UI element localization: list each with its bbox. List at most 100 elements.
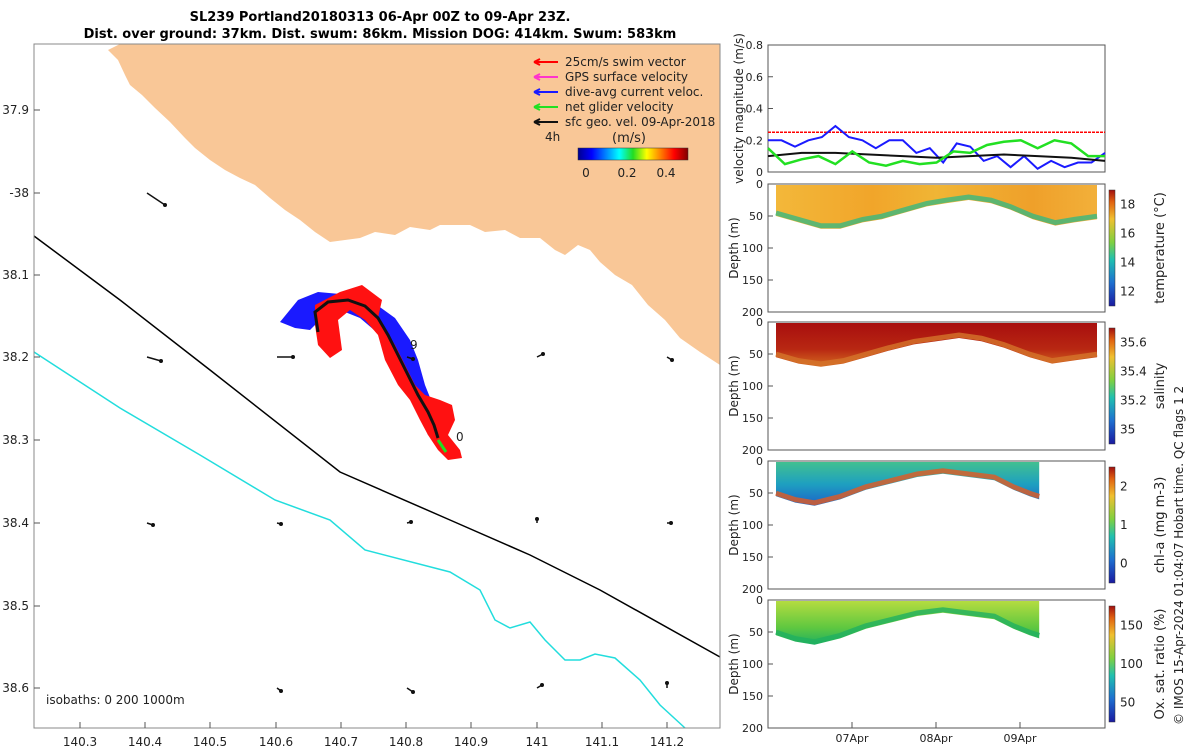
isobath-200m bbox=[33, 235, 721, 658]
depth-ylabel: Depth (m) bbox=[727, 217, 741, 278]
colorbar-tick-label: 50 bbox=[1120, 696, 1135, 710]
map-ytick-label: 38.3 bbox=[2, 433, 29, 447]
depth-tick-label: 50 bbox=[749, 210, 763, 223]
section-colorbar bbox=[1108, 189, 1116, 307]
velocity-ytick-label: 0.8 bbox=[746, 39, 764, 52]
map-colorbar bbox=[577, 147, 689, 161]
map-y-axis: 37.9 -38 38.1 38.2 38.3 38.4 38.5 38.6 bbox=[2, 103, 40, 695]
section-bottom-layer bbox=[775, 194, 1098, 229]
legend-label: net glider velocity bbox=[565, 100, 673, 114]
geo-arrow-head bbox=[540, 683, 544, 687]
map-xtick-label: 140.7 bbox=[324, 735, 358, 749]
depth-tick-label: 150 bbox=[742, 690, 763, 703]
colorbar-tick-label: 16 bbox=[1120, 227, 1135, 241]
geo-arrow-head bbox=[159, 359, 163, 363]
geo-arrow-head bbox=[411, 690, 415, 694]
time-axis: 07Apr 08Apr 09Apr bbox=[835, 722, 1037, 745]
track-marker-9: 9 bbox=[410, 338, 418, 352]
geo-arrow bbox=[146, 356, 162, 362]
map-xtick-label: 140.9 bbox=[454, 735, 488, 749]
depth-tick-label: 50 bbox=[749, 626, 763, 639]
depth-tick-label: 100 bbox=[742, 658, 763, 671]
section-data-fill bbox=[776, 185, 1097, 229]
depth-ylabel: Depth (m) bbox=[727, 355, 741, 416]
time-tick-label: 08Apr bbox=[919, 732, 953, 745]
map-colorbar-tick: 0 bbox=[582, 166, 590, 180]
section-bottom-layer bbox=[775, 332, 1098, 367]
depth-tick-label: 200 bbox=[742, 722, 763, 735]
map-ytick-label: 38.6 bbox=[2, 681, 29, 695]
legend-label: dive-avg current veloc. bbox=[565, 85, 703, 99]
legend-arrowhead bbox=[533, 103, 541, 111]
net-glider-velocity bbox=[436, 439, 448, 453]
map-xtick-label: 140.5 bbox=[193, 735, 227, 749]
swim-vector-cluster bbox=[315, 285, 462, 460]
section-bottom-layer bbox=[775, 607, 1040, 645]
map-ytick-label: -38 bbox=[9, 186, 29, 200]
depth-tick-label: 150 bbox=[742, 274, 763, 287]
geo-arrow-head bbox=[279, 689, 283, 693]
map-xtick-label: 140.6 bbox=[259, 735, 293, 749]
geo-arrow-head bbox=[665, 681, 669, 685]
colorbar-tick-label: 14 bbox=[1120, 256, 1135, 270]
section-panel-oxygen: 0 50 100 150 200 Depth (m) 50 100 150 Ox. sat. ra… bbox=[727, 594, 1168, 735]
geo-arrow-head bbox=[291, 355, 295, 359]
colorbar-unit: (m/s) bbox=[612, 131, 646, 146]
legend-arrowhead bbox=[533, 118, 541, 126]
depth-tick-label: 0 bbox=[756, 316, 763, 329]
depth-ylabel: Depth (m) bbox=[727, 633, 741, 694]
map-ytick-label: 38.5 bbox=[2, 599, 29, 613]
colorbar-label: salinity bbox=[1153, 362, 1168, 409]
depth-tick-label: 0 bbox=[756, 178, 763, 191]
chart-title-line1: SL239 Portland20180313 06-Apr 00Z to 09-… bbox=[189, 10, 571, 25]
velocity-ylabel: velocity magnitude (m/s) bbox=[732, 33, 746, 184]
geo-arrow-head bbox=[409, 520, 413, 524]
geo-arrow-head bbox=[163, 203, 167, 207]
map-ytick-label: 38.1 bbox=[2, 268, 29, 282]
depth-tick-label: 200 bbox=[742, 306, 763, 319]
section-panel-salinity: 0 50 100 150 200 Depth (m) 35 35.2 35.4 35.6 salin… bbox=[727, 316, 1168, 457]
map-xtick-label: 141 bbox=[526, 735, 549, 749]
sfc-geo-vel-arrows bbox=[146, 192, 674, 694]
depth-tick-label: 0 bbox=[756, 455, 763, 468]
map-ytick-label: 38.4 bbox=[2, 516, 29, 530]
depth-tick-label: 50 bbox=[749, 487, 763, 500]
section-colorbar bbox=[1108, 466, 1116, 584]
geo-arrow-head bbox=[279, 522, 283, 526]
legend-label: GPS surface velocity bbox=[565, 70, 688, 84]
map-xtick-label: 141.2 bbox=[650, 735, 684, 749]
depth-tick-label: 100 bbox=[742, 380, 763, 393]
section-colorbar bbox=[1108, 605, 1116, 723]
section-bottom-layer bbox=[775, 468, 1040, 506]
track-marker-0: 0 bbox=[456, 430, 464, 444]
glider-track bbox=[313, 298, 440, 439]
colorbar-tick-label: 35.6 bbox=[1120, 336, 1147, 350]
map-xtick-label: 141.1 bbox=[585, 735, 619, 749]
depth-tick-label: 150 bbox=[742, 412, 763, 425]
depth-ylabel: Depth (m) bbox=[727, 494, 741, 555]
colorbar-tick-label: 150 bbox=[1120, 618, 1143, 632]
map-xtick-label: 140.4 bbox=[128, 735, 162, 749]
colorbar-tick-label: 12 bbox=[1120, 285, 1135, 299]
velocity-ytick-label: 0.4 bbox=[746, 103, 764, 116]
geo-arrow-head bbox=[541, 352, 545, 356]
map-colorbar-tick: 0.4 bbox=[656, 166, 675, 180]
credit-text: © IMOS 15-Apr-2024 01:04:07 Hobart time.… bbox=[1172, 386, 1186, 725]
legend-arrowhead bbox=[533, 73, 541, 81]
map-xtick-label: 140.3 bbox=[63, 735, 97, 749]
depth-tick-label: 150 bbox=[742, 551, 763, 564]
map-colorbar-tick: 0.2 bbox=[617, 166, 636, 180]
colorbar-tick-label: 35.2 bbox=[1120, 394, 1147, 408]
colorbar-tick-label: 35.4 bbox=[1120, 365, 1147, 379]
map-frame bbox=[33, 43, 721, 729]
depth-tick-label: 200 bbox=[742, 444, 763, 457]
velocity-series-line bbox=[767, 138, 1105, 167]
geo-arrow-head bbox=[535, 517, 539, 521]
velocity-series-line bbox=[768, 124, 1106, 171]
depth-tick-label: 0 bbox=[756, 594, 763, 607]
velocity-ytick-label: 0 bbox=[756, 166, 763, 179]
geo-arrow bbox=[146, 192, 166, 206]
